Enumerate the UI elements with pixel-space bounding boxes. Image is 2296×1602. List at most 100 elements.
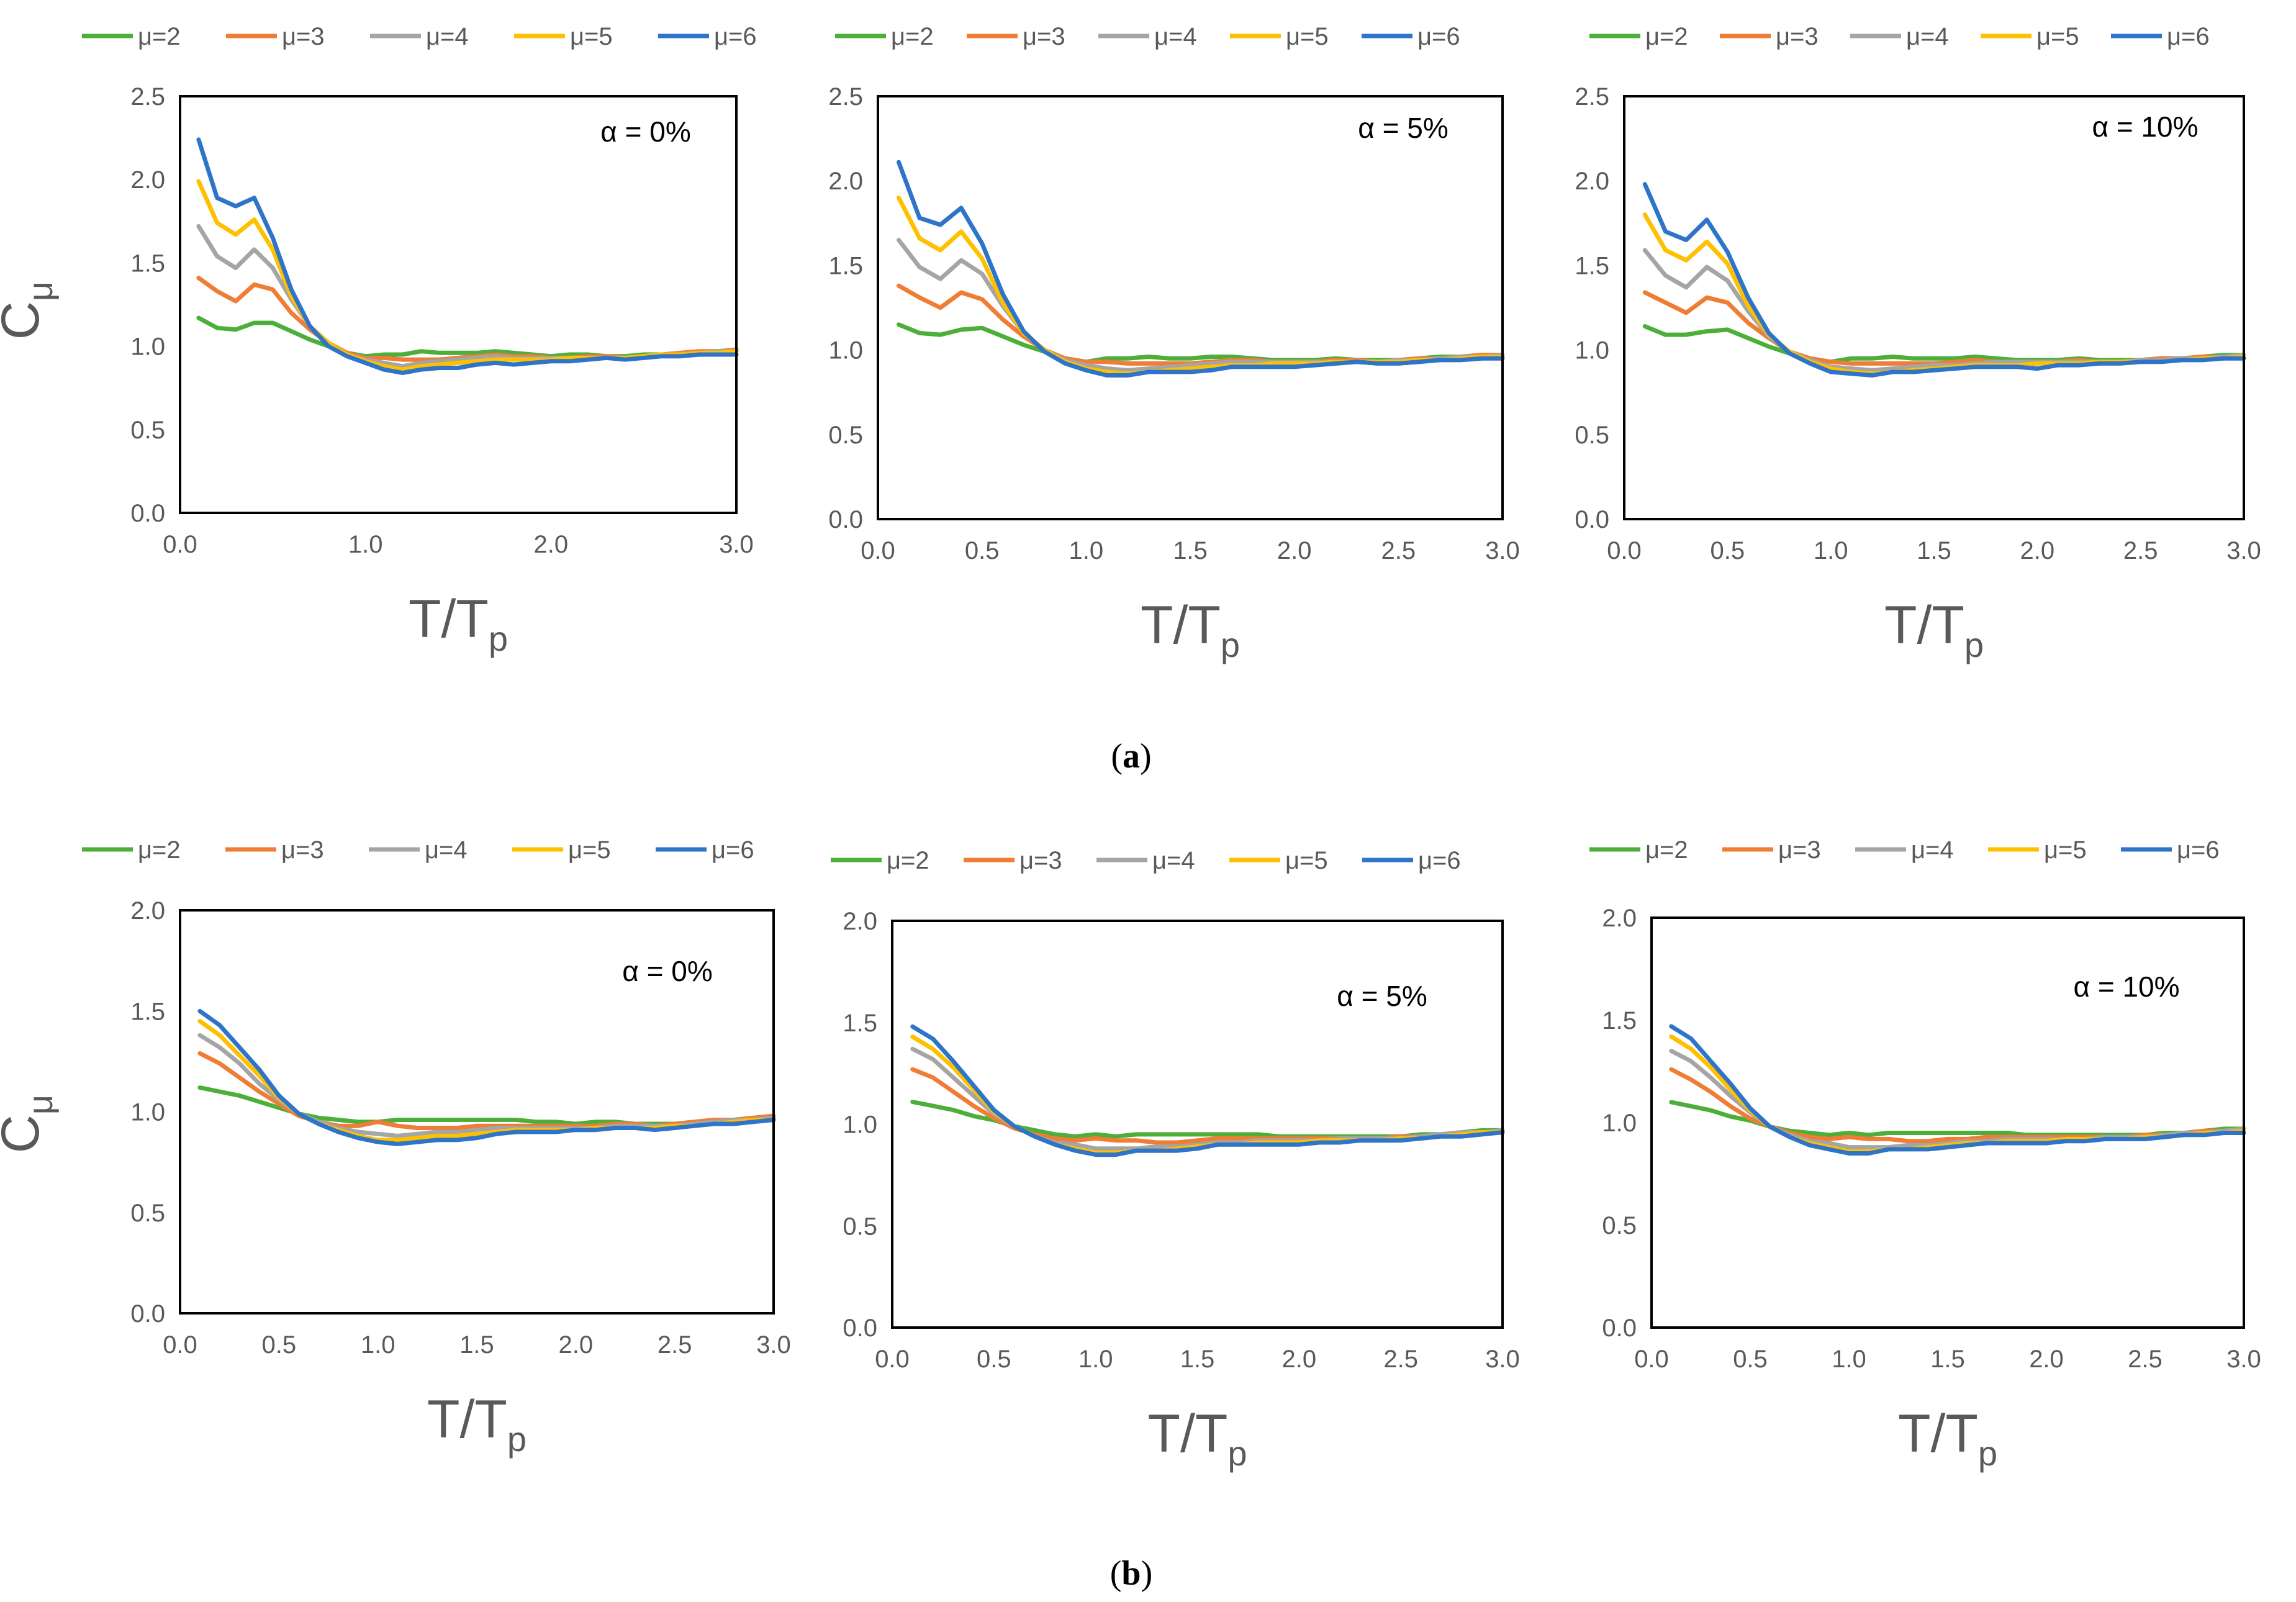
ytick-label-a2-5: 2.5 <box>828 83 863 111</box>
xlabel-sub-b2: p <box>1227 1434 1247 1473</box>
xtick-label-a3-5: 2.5 <box>2123 537 2158 564</box>
legend-label-b1-3: μ=5 <box>568 836 611 864</box>
legend-label-a2-3: μ=5 <box>1286 23 1329 50</box>
annotation-b2: α = 5% <box>1337 980 1427 1012</box>
xtick-label-b2-5: 2.5 <box>1383 1346 1418 1373</box>
xtick-label-b2-3: 1.5 <box>1180 1346 1215 1373</box>
xtick-label-a1-1: 1.0 <box>348 531 383 558</box>
legend-label-b2-0: μ=2 <box>887 847 929 874</box>
xtick-label-b3-0: 0.0 <box>1634 1346 1669 1373</box>
annotation-b1: α = 0% <box>622 955 713 987</box>
legend-label-b3-3: μ=5 <box>2044 836 2087 864</box>
ytick-label-b1-1: 0.5 <box>130 1200 165 1227</box>
ytick-label-b3-0: 0.0 <box>1602 1315 1637 1342</box>
chart-panel-a1: μ=2 μ=3 μ=4 μ=5 μ=6 0.0 0.5 1.0 1.5 2.0 2.5 0.0 1.0 2… <box>0 23 757 658</box>
xtick-label-a3-0: 0.0 <box>1607 537 1642 564</box>
ylabel-b1: Cμ <box>0 1095 60 1153</box>
xlabel-main-b1: T/T <box>427 1390 507 1449</box>
xlabel-sub-a3: p <box>1964 625 1984 664</box>
legend-label-a3-0: μ=2 <box>1645 23 1688 50</box>
xtick-label-b2-1: 0.5 <box>977 1346 1011 1373</box>
ytick-label-b3-4: 2.0 <box>1602 905 1637 932</box>
ytick-label-b1-0: 0.0 <box>130 1300 165 1328</box>
xlabel-a3: T/Tp <box>1884 595 1984 664</box>
legend-label-b3-1: μ=3 <box>1778 836 1821 864</box>
annotation-a1: α = 0% <box>600 115 691 148</box>
chart-panel-b3: μ=2 μ=3 μ=4 μ=5 μ=6 0.0 0.5 1.0 1.5 2.0 0.0 0.5 1.0 1… <box>1589 836 2261 1473</box>
xlabel-sub-a2: p <box>1221 625 1240 664</box>
ytick-label-a1-5: 2.5 <box>130 83 165 111</box>
legend-label-a3-1: μ=3 <box>1776 23 1819 50</box>
legend-label-a3-2: μ=4 <box>1906 23 1949 50</box>
xtick-label-a3-1: 0.5 <box>1711 537 1745 564</box>
plot-frame-a3 <box>1623 95 2245 520</box>
xlabel-main-a3: T/T <box>1884 595 1964 655</box>
legend-label-a2-0: μ=2 <box>891 23 934 50</box>
xtick-label-b1-6: 3.0 <box>756 1331 791 1359</box>
legend-label-b3-2: μ=4 <box>1911 836 1954 864</box>
xtick-label-a3-2: 1.0 <box>1814 537 1848 564</box>
ytick-label-b2-2: 1.0 <box>843 1111 877 1139</box>
xtick-label-b3-4: 2.0 <box>2029 1346 2064 1373</box>
legend-label-a2-2: μ=4 <box>1154 23 1197 50</box>
legend-label-a3-4: μ=6 <box>2167 23 2210 50</box>
xtick-label-b2-2: 1.0 <box>1078 1346 1113 1373</box>
xtick-label-b2-6: 3.0 <box>1485 1346 1520 1373</box>
xlabel-main-a2: T/T <box>1141 595 1221 655</box>
ytick-label-a2-3: 1.5 <box>828 252 863 279</box>
legend-label-a2-1: μ=3 <box>1023 23 1065 50</box>
ytick-label-b3-1: 0.5 <box>1602 1212 1637 1239</box>
legend-label-a1-2: μ=4 <box>426 23 469 50</box>
xlabel-main-b2: T/T <box>1147 1404 1227 1464</box>
ytick-label-a2-1: 0.5 <box>828 422 863 449</box>
plot-frame-b3 <box>1650 916 2245 1329</box>
xtick-label-a3-4: 2.0 <box>2020 537 2055 564</box>
series-line-a3-4 <box>1642 182 2246 378</box>
xtick-label-b3-1: 0.5 <box>1733 1346 1768 1373</box>
legend-label-b1-0: μ=2 <box>138 836 181 864</box>
ytick-label-a3-1: 0.5 <box>1575 422 1609 449</box>
caption-b: (b) <box>1110 1554 1152 1593</box>
xlabel-sub-a1: p <box>489 619 508 658</box>
ylabel-sub-b1: μ <box>20 1095 60 1115</box>
xtick-label-a2-6: 3.0 <box>1485 537 1520 564</box>
ytick-label-a2-2: 1.0 <box>828 337 863 364</box>
xlabel-a2: T/Tp <box>1141 595 1240 664</box>
ytick-label-a3-0: 0.0 <box>1575 506 1609 533</box>
xtick-label-b3-5: 2.5 <box>2128 1346 2163 1373</box>
xtick-label-b2-0: 0.0 <box>875 1346 910 1373</box>
xtick-label-b3-3: 1.5 <box>1930 1346 1965 1373</box>
legend-label-b1-4: μ=6 <box>712 836 754 864</box>
ytick-label-a1-3: 1.5 <box>130 250 165 277</box>
legend-label-a1-3: μ=5 <box>570 23 613 50</box>
xtick-label-a2-1: 0.5 <box>965 537 1000 564</box>
xlabel-b1: T/Tp <box>427 1390 527 1459</box>
legend-label-a3-3: μ=5 <box>2036 23 2079 50</box>
ytick-label-b3-3: 1.5 <box>1602 1007 1637 1034</box>
xtick-label-a3-6: 3.0 <box>2226 537 2261 564</box>
xtick-label-a1-2: 2.0 <box>534 531 569 558</box>
xtick-label-b3-6: 3.0 <box>2226 1346 2261 1373</box>
ylabel-sub-a1: μ <box>20 281 60 301</box>
series-line-b1-4 <box>197 1008 776 1146</box>
ylabel-main-b1: C <box>0 1115 50 1153</box>
legend-label-b2-2: μ=4 <box>1152 847 1195 874</box>
chart-panel-a3: μ=2 μ=3 μ=4 μ=5 μ=6 0.0 0.5 1.0 1.5 2.0 2.5 0.0 0.5 1… <box>1575 23 2261 664</box>
xtick-label-a2-0: 0.0 <box>861 537 895 564</box>
xtick-label-b1-4: 2.0 <box>559 1331 594 1359</box>
xtick-label-a2-4: 2.0 <box>1277 537 1312 564</box>
xtick-label-b2-4: 2.0 <box>1282 1346 1317 1373</box>
ytick-label-b2-0: 0.0 <box>843 1315 877 1342</box>
xtick-label-b1-2: 1.0 <box>361 1331 395 1359</box>
annotation-a3: α = 10% <box>2092 111 2198 143</box>
chart-panel-a2: μ=2 μ=3 μ=4 μ=5 μ=6 0.0 0.5 1.0 1.5 2.0 2.5 0.0 0.5 1… <box>828 23 1519 664</box>
xtick-label-b3-2: 1.0 <box>1832 1346 1866 1373</box>
xtick-label-a1-0: 0.0 <box>163 531 197 558</box>
legend-label-b3-0: μ=2 <box>1645 836 1688 864</box>
series-line-b2-4 <box>910 1024 1505 1157</box>
ytick-label-a2-0: 0.0 <box>828 506 863 533</box>
ytick-label-b1-4: 2.0 <box>130 897 165 925</box>
annotation-b3: α = 10% <box>2073 971 2179 1003</box>
annotation-a2: α = 5% <box>1358 112 1449 144</box>
